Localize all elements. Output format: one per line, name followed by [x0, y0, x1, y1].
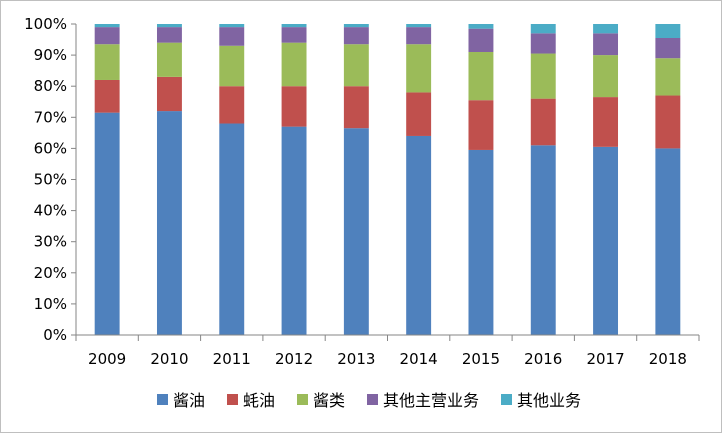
y-tick-label: 80%	[34, 77, 67, 95]
bar-2017-series-2	[593, 55, 619, 98]
bar-2016-series-0	[530, 145, 556, 335]
y-tick-label: 40%	[34, 202, 67, 220]
bar-2014-series-4	[406, 24, 432, 28]
y-tick-label: 60%	[34, 139, 67, 157]
x-tick-label: 2013	[337, 350, 375, 368]
legend-swatch	[501, 394, 512, 405]
bar-2017-series-1	[593, 97, 619, 147]
y-tick-label: 70%	[34, 108, 67, 126]
bar-2013-series-3	[343, 27, 369, 45]
legend-label: 酱类	[313, 391, 345, 410]
bar-2011-series-3	[219, 27, 245, 46]
bar-2016-series-3	[530, 33, 556, 54]
x-tick-label: 2010	[150, 350, 188, 368]
y-tick-label: 0%	[43, 326, 67, 344]
legend-item-2: 酱类	[297, 391, 345, 410]
legend-item-3: 其他主营业务	[367, 391, 479, 410]
y-tick-label: 100%	[24, 15, 67, 33]
legend-item-1: 蚝油	[227, 391, 275, 410]
y-tick-labels: 0% 10% 20% 30% 40% 50% 60% 70% 80% 90% 100%	[24, 15, 67, 344]
bar-2010-series-1	[156, 76, 182, 112]
bar-2013-series-2	[343, 44, 369, 87]
bar-2017-series-0	[593, 146, 619, 335]
bar-2018-series-3	[655, 38, 681, 59]
bar-2009-series-4	[94, 24, 120, 28]
bar-2011-series-1	[219, 86, 245, 124]
x-tick-labels: 2009 2010 2011 2012 2013 2014 2015 2016 2017 2018	[88, 350, 687, 368]
y-tick-label: 10%	[34, 295, 67, 313]
bar-2010-series-4	[156, 24, 182, 28]
bar-2012-series-2	[281, 42, 307, 87]
legend-swatch	[297, 394, 308, 405]
legend-label: 蚝油	[243, 391, 275, 410]
bar-2016-series-1	[530, 98, 556, 146]
bar-2009-series-3	[94, 27, 120, 45]
bar-2014-series-1	[406, 92, 432, 136]
x-tick-label: 2009	[88, 350, 126, 368]
y-tick-label: 30%	[34, 233, 67, 251]
legend-item-4: 其他业务	[501, 391, 581, 410]
bar-2014-series-2	[406, 44, 432, 93]
y-tick-label: 90%	[34, 46, 67, 64]
bar-2011-series-0	[219, 123, 245, 336]
bar-2012-series-1	[281, 86, 307, 127]
bars-group	[94, 24, 681, 336]
x-tick-label: 2017	[586, 350, 624, 368]
legend-swatch	[227, 394, 238, 405]
bar-2009-series-0	[94, 112, 120, 335]
legend-label: 酱油	[173, 391, 205, 410]
bar-2012-series-3	[281, 27, 307, 43]
legend-swatch	[367, 394, 378, 405]
legend-label: 其他主营业务	[383, 391, 479, 410]
bar-2018-series-1	[655, 95, 681, 149]
legend-swatch	[157, 394, 168, 405]
bar-2012-series-0	[281, 126, 307, 335]
y-tick-label: 20%	[34, 264, 67, 282]
bar-2010-series-2	[156, 42, 182, 77]
bar-2009-series-1	[94, 79, 120, 113]
x-tick-label: 2012	[275, 350, 313, 368]
x-tick-label: 2015	[462, 350, 500, 368]
x-tick-label: 2016	[524, 350, 562, 368]
legend: 酱油 蚝油 酱类 其他主营业务 其他业务	[157, 391, 581, 410]
bar-2015-series-4	[468, 24, 494, 29]
bar-2016-series-2	[530, 53, 556, 99]
bar-2014-series-3	[406, 27, 432, 45]
y-tick-label: 50%	[34, 171, 67, 189]
bar-2012-series-4	[281, 24, 307, 28]
legend-item-0: 酱油	[157, 391, 205, 410]
bar-2018-series-2	[655, 58, 681, 96]
legend-label: 其他业务	[517, 391, 581, 410]
x-tick-label: 2018	[649, 350, 687, 368]
x-tick-label: 2011	[213, 350, 251, 368]
bar-2013-series-4	[343, 24, 369, 28]
bar-2011-series-4	[219, 24, 245, 28]
bar-2010-series-0	[156, 111, 182, 335]
bar-2014-series-0	[406, 135, 432, 335]
bar-2017-series-3	[593, 33, 619, 56]
bar-2015-series-1	[468, 100, 494, 150]
bar-2011-series-2	[219, 45, 245, 87]
bar-2010-series-3	[156, 27, 182, 43]
bar-2015-series-0	[468, 149, 494, 335]
bar-2013-series-1	[343, 86, 369, 129]
x-tick-label: 2014	[400, 350, 438, 368]
bar-2016-series-4	[530, 24, 556, 34]
bar-2009-series-2	[94, 44, 120, 80]
bar-2018-series-4	[655, 24, 681, 38]
bar-2015-series-3	[468, 28, 494, 52]
bar-2018-series-0	[655, 148, 681, 335]
bar-2013-series-0	[343, 128, 369, 335]
axes-group	[71, 23, 700, 341]
bar-2017-series-4	[593, 24, 619, 34]
bar-2015-series-2	[468, 51, 494, 101]
